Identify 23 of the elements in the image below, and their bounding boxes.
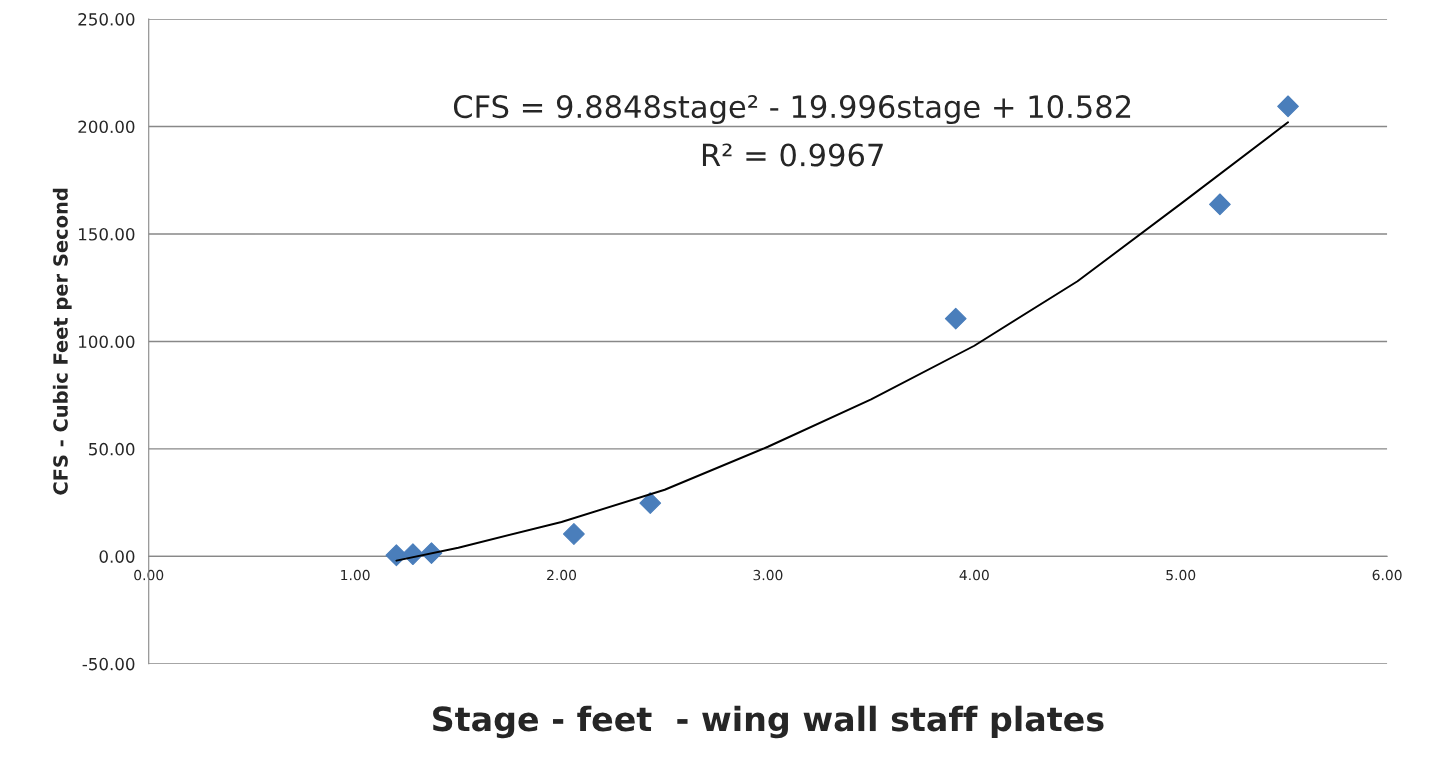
x-axis-title: Stage - feet - wing wall staff plates (433, 705, 1104, 739)
point (563, 523, 585, 545)
annotation: CFS = 9.8848stage² - 19.996stage + 10.582 (453, 95, 1131, 125)
y-tick-label: 0.00 (99, 550, 135, 563)
y-tick-label: 100.00 (79, 335, 135, 349)
x-tick-label: 5.00 (1166, 569, 1196, 581)
x-tick-label: 6.00 (1372, 569, 1402, 581)
x-tick-label: 1.00 (341, 569, 370, 581)
point (944, 307, 967, 330)
x-tick-label: 4.00 (959, 569, 989, 581)
annotation: R² = 0.9967 (702, 143, 883, 167)
point (1209, 193, 1231, 216)
point (639, 492, 662, 514)
x-tick-label: 3.00 (753, 569, 783, 581)
y-tick-label: 200.00 (78, 120, 135, 134)
y-tick-label: 50.00 (89, 442, 135, 456)
x-tick-label: 0.00 (134, 569, 164, 581)
y-tick-label: 250.00 (78, 13, 135, 26)
point (1277, 95, 1299, 118)
y-axis-title: CFS - Cubic Feet per Second (52, 188, 72, 495)
y-tick-label: -50.00 (82, 657, 135, 671)
y-tick-label: 150.00 (79, 227, 135, 241)
x-tick-label: 2.00 (547, 569, 577, 581)
